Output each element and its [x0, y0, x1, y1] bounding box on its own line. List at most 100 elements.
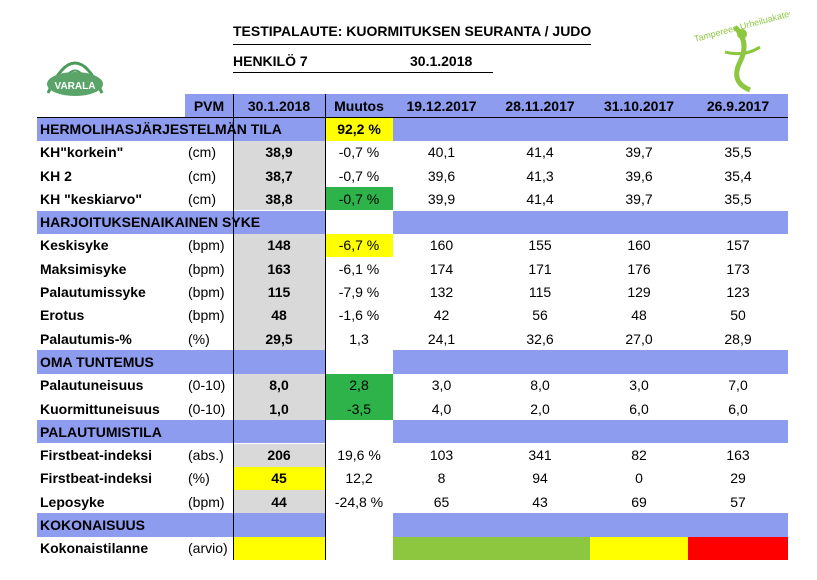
value-cell: -24,8 % [334, 493, 384, 510]
row-unit: (bpm) [188, 493, 225, 510]
section-bg [393, 513, 490, 537]
value-cell: 28,9 [724, 330, 752, 347]
value-cell: 160 [429, 237, 454, 254]
logo-text: VARALA [55, 81, 96, 92]
section-bg [325, 350, 393, 374]
row-unit: (%) [188, 470, 210, 487]
value-cell: -0,7 % [338, 167, 380, 184]
section-bg [233, 420, 325, 444]
status-cell [233, 536, 325, 560]
value-cell: 6,0 [629, 400, 649, 417]
value-cell: 94 [532, 470, 548, 487]
value-cell: 157 [726, 237, 750, 254]
section-bg [325, 420, 393, 444]
value-cell: 3,0 [629, 377, 649, 394]
row-unit: (cm) [188, 190, 216, 207]
row-unit: (cm) [188, 144, 216, 161]
section-bg [393, 420, 490, 444]
section-bg [393, 350, 490, 374]
section-bg [393, 117, 490, 141]
row-label: KH"korkein" [40, 144, 124, 161]
section-bg [185, 117, 233, 141]
section-bg [590, 350, 688, 374]
title: TESTIPALAUTE: KUORMITUKSEN SEURANTA / JU… [233, 23, 592, 39]
value-cell: 2,8 [325, 373, 393, 397]
section-bg [185, 350, 233, 374]
status-cell [688, 536, 788, 560]
value-cell: 6,0 [728, 400, 748, 417]
value-cell: 163 [233, 257, 325, 281]
value-cell: 41,4 [526, 144, 554, 161]
section-bg [233, 117, 325, 141]
value-cell: 35,4 [724, 167, 752, 184]
row-label: Leposyke [40, 493, 105, 510]
person: HENKILÖ 7 [233, 53, 308, 69]
section-bg [233, 350, 325, 374]
section-title: HARJOITUKSENAIKAINEN SYKE [40, 214, 261, 231]
value-cell: 103 [429, 447, 454, 464]
value-cell: 123 [726, 284, 750, 301]
value-cell: -6,7 % [325, 233, 393, 258]
column-header: 26.9.2017 [688, 94, 788, 118]
row-unit: (0-10) [188, 400, 226, 417]
value-cell: 50 [730, 307, 746, 324]
section-change: 92,2 % [337, 120, 381, 137]
column-header: 28.11.2017 [490, 94, 590, 118]
value-cell: 40,1 [427, 144, 456, 161]
row-label: Kuormittuneisuus [40, 400, 160, 417]
row-label: Maksimisyke [40, 260, 127, 277]
section-title: OMA TUNTEMUS [40, 353, 154, 370]
row-unit: (bpm) [188, 260, 225, 277]
section-title: KOKONAISUUS [40, 517, 146, 534]
column-header: 30.1.2018 [233, 94, 325, 118]
border [233, 94, 234, 560]
section-bg [490, 210, 590, 234]
value-cell: 38,8 [233, 187, 325, 211]
value-cell: -7,9 % [338, 284, 380, 301]
value-cell: 38,9 [233, 140, 325, 164]
section-bg [233, 210, 325, 234]
section-bg [37, 117, 185, 141]
value-cell: 29,5 [233, 327, 325, 351]
value-cell: 0 [635, 470, 643, 487]
row-label: Palautumis-% [40, 330, 132, 347]
row-label: Palautumissyke [40, 284, 146, 301]
value-cell: 7,0 [728, 377, 748, 394]
value-cell: 32,6 [526, 330, 554, 347]
section-bg [590, 210, 688, 234]
status-cell [590, 536, 688, 560]
section-bg [590, 420, 688, 444]
status-cell [490, 536, 590, 560]
row-unit: (%) [188, 330, 210, 347]
section-bg [490, 350, 590, 374]
value-cell: -1,6 % [338, 307, 380, 324]
value-cell: 163 [726, 447, 750, 464]
value-cell: -0,7 % [338, 144, 380, 161]
row-label: KH 2 [40, 167, 72, 184]
value-cell: 341 [528, 447, 552, 464]
row-unit: (0-10) [188, 377, 226, 394]
border [325, 94, 326, 560]
value-cell: 12,2 [345, 470, 373, 487]
value-cell: 24,1 [427, 330, 456, 347]
row-label: Palautuneisuus [40, 377, 144, 394]
row-label: Kokonaistilanne [40, 540, 149, 557]
section-bg [688, 117, 788, 141]
value-cell: 38,7 [233, 163, 325, 188]
section-bg [185, 513, 233, 537]
section-bg [37, 513, 185, 537]
row-label: Erotus [40, 307, 85, 324]
value-cell: 115 [233, 280, 325, 304]
logo-right: Tampereen Urheiluakatemia [693, 12, 790, 92]
section-bg [37, 210, 185, 234]
row-unit: (bpm) [188, 284, 225, 301]
value-cell: -6,1 % [338, 260, 380, 277]
value-cell: 155 [528, 237, 552, 254]
row-label: Firstbeat-indeksi [40, 447, 153, 464]
value-cell: 173 [726, 260, 750, 277]
value-cell: 39,9 [427, 190, 456, 207]
value-cell: 48 [631, 307, 647, 324]
rule [233, 72, 493, 73]
value-cell: 129 [627, 284, 651, 301]
section-bg [325, 210, 393, 234]
